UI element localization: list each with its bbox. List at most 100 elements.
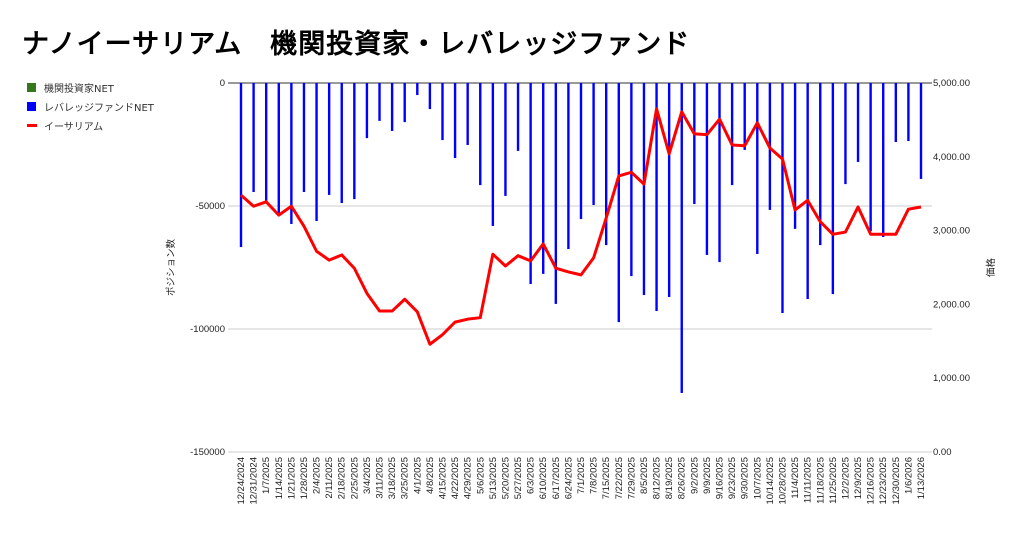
x-tick-label: 11/4/2025 — [790, 457, 801, 499]
bar-leveraged — [290, 83, 293, 224]
bar-leveraged — [819, 83, 822, 246]
bar-leveraged — [604, 83, 608, 246]
x-tick-label: 12/9/2025 — [853, 457, 864, 499]
bar-leveraged — [529, 83, 532, 284]
x-tick-label: 7/29/2025 — [626, 457, 637, 499]
x-tick-label: 1/21/2025 — [286, 457, 297, 499]
chart-title: ナノイーサリアム 機関投資家・レバレッジファンド — [22, 29, 691, 60]
x-tick-label: 1/14/2025 — [274, 457, 285, 499]
x-tick-label: 2/18/2025 — [337, 457, 348, 499]
x-tick-label: 9/30/2025 — [740, 457, 751, 499]
bar-leveraged — [667, 83, 671, 298]
right-axis-title: 価格 — [985, 258, 997, 278]
x-tick-label: 4/15/2025 — [437, 457, 448, 499]
x-tick-label: 9/16/2025 — [715, 457, 726, 499]
x-tick-label: 1/28/2025 — [299, 457, 310, 499]
bar-leveraged — [340, 83, 343, 204]
legend-swatch-green — [27, 83, 36, 92]
x-tick-label: 10/14/2025 — [765, 457, 776, 505]
bar-leveraged — [542, 83, 545, 274]
right-tick-label: 1,000.00 — [933, 373, 970, 384]
bar-leveraged — [428, 83, 432, 110]
left-axis-title: ポジション数 — [165, 239, 177, 297]
legend-item-ethereum[interactable]: イーサリアム — [27, 116, 154, 135]
bar-leveraged — [856, 83, 860, 162]
bar-leveraged — [315, 83, 318, 222]
x-tick-label: 5/6/2025 — [475, 457, 486, 494]
bar-leveraged — [844, 83, 847, 185]
x-tick-label: 11/11/2025 — [803, 457, 814, 503]
left-tick-label: -100000 — [190, 324, 225, 335]
bar-leveraged — [441, 83, 444, 141]
x-tick-label: 3/11/2025 — [375, 457, 386, 499]
x-tick-label: 3/18/2025 — [387, 457, 398, 499]
legend: 機関投資家NET レバレッジファンドNET イーサリアム — [27, 78, 154, 135]
x-tick-label: 10/7/2025 — [752, 457, 763, 499]
right-tick-label: 3,000.00 — [933, 226, 970, 237]
bar-leveraged — [327, 83, 331, 195]
bar-leveraged — [630, 83, 633, 277]
x-tick-label: 6/10/2025 — [538, 457, 549, 499]
bar-leveraged — [453, 83, 457, 159]
bar-leveraged — [655, 83, 658, 312]
x-tick-label: 9/2/2025 — [689, 457, 700, 494]
bar-leveraged — [743, 83, 746, 150]
x-tick-label: 2/25/2025 — [349, 457, 360, 499]
x-tick-label: 9/23/2025 — [727, 457, 738, 499]
bar-leveraged — [579, 83, 583, 220]
x-tick-label: 12/2/2025 — [840, 457, 851, 499]
bar-leveraged — [390, 83, 394, 131]
bar-leveraged — [642, 83, 646, 296]
x-tick-label: 7/8/2025 — [589, 457, 600, 494]
x-tick-label: 1/13/2026 — [916, 457, 927, 499]
x-tick-label: 7/1/2025 — [576, 457, 587, 494]
x-tick-label: 8/26/2025 — [677, 457, 688, 499]
x-tick-label: 12/30/2025 — [891, 457, 902, 505]
x-tick-label: 5/13/2025 — [488, 457, 499, 499]
bar-leveraged — [718, 83, 721, 263]
legend-item-leveraged[interactable]: レバレッジファンドNET — [27, 97, 154, 116]
bar-leveraged — [567, 83, 570, 250]
bar-leveraged — [416, 83, 419, 96]
bar-leveraged — [239, 83, 243, 248]
bar-leveraged — [592, 83, 595, 206]
bar-leveraged — [894, 83, 898, 143]
bar-leveraged — [882, 83, 885, 237]
bar-leveraged — [504, 83, 507, 196]
bar-leveraged — [693, 83, 696, 205]
legend-swatch-red-line — [27, 124, 37, 127]
x-tick-label: 8/19/2025 — [664, 457, 675, 499]
legend-label: イーサリアム — [44, 122, 104, 133]
legend-item-institutional[interactable]: 機関投資家NET — [27, 78, 154, 97]
right-tick-label: 0.00 — [933, 447, 952, 458]
x-tick-label: 12/31/2024 — [249, 457, 260, 505]
right-tick-label: 4,000.00 — [933, 152, 970, 163]
x-tick-label: 6/3/2025 — [526, 457, 537, 494]
bar-leveraged — [378, 83, 381, 121]
bar-leveraged — [680, 83, 683, 393]
legend-swatch-blue — [27, 102, 36, 111]
bar-leveraged — [705, 83, 709, 255]
x-tick-label: 1/6/2026 — [903, 457, 914, 494]
bar-leveraged — [302, 83, 306, 192]
bar-leveraged — [831, 83, 835, 295]
bar-leveraged — [793, 83, 797, 229]
bar-leveraged — [554, 83, 558, 304]
x-tick-label: 4/22/2025 — [450, 457, 461, 499]
bar-leveraged — [516, 83, 520, 151]
left-tick-label: -150000 — [190, 447, 225, 458]
x-tick-label: 12/24/2024 — [236, 457, 247, 505]
x-tick-label: 5/20/2025 — [500, 457, 511, 499]
x-tick-label: 1/7/2025 — [261, 457, 272, 494]
bar-leveraged — [806, 83, 809, 299]
x-tick-label: 6/17/2025 — [551, 457, 562, 499]
x-tick-label: 12/16/2025 — [866, 457, 877, 505]
x-tick-label: 3/4/2025 — [362, 457, 373, 494]
bar-leveraged — [756, 83, 759, 254]
x-tick-label: 7/22/2025 — [614, 457, 625, 499]
bar-leveraged — [466, 83, 469, 145]
bar-leveraged — [252, 83, 255, 192]
bar-leveraged — [264, 83, 268, 204]
x-tick-label: 3/25/2025 — [400, 457, 411, 499]
